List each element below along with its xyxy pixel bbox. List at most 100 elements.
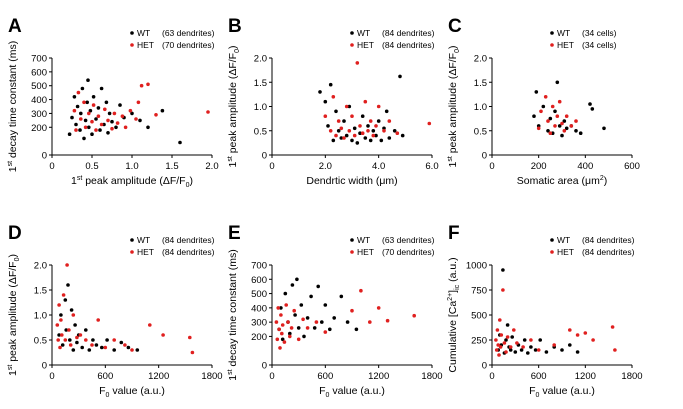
x-tick-label: 600 bbox=[97, 371, 113, 382]
data-point-het bbox=[305, 326, 310, 330]
data-point-wt bbox=[299, 303, 304, 307]
data-point-het bbox=[342, 136, 346, 140]
legend-count-het: (84 dendrites) bbox=[162, 247, 215, 257]
data-point-het bbox=[539, 109, 543, 114]
data-point-het bbox=[499, 333, 504, 337]
data-point-wt bbox=[96, 106, 101, 110]
data-point-wt bbox=[74, 122, 78, 127]
legend-name-wt: WT bbox=[357, 28, 370, 38]
data-point-wt bbox=[560, 348, 564, 352]
data-point-het bbox=[96, 318, 100, 322]
data-point-wt bbox=[146, 125, 150, 130]
legend-marker-het bbox=[550, 43, 554, 47]
data-point-wt bbox=[82, 136, 86, 141]
data-point-het bbox=[123, 343, 127, 347]
data-point-het bbox=[368, 119, 373, 123]
data-point-wt bbox=[358, 131, 362, 135]
data-point-het bbox=[412, 313, 417, 318]
x-tick-label: 600 bbox=[317, 371, 333, 382]
data-point-wt bbox=[575, 350, 580, 354]
data-point-wt bbox=[574, 129, 578, 133]
data-point-het bbox=[583, 331, 588, 335]
data-point-wt bbox=[398, 74, 402, 79]
data-point-het bbox=[84, 338, 88, 342]
data-point-wt bbox=[533, 348, 538, 352]
data-point-het bbox=[67, 328, 71, 332]
y-tick-label: 0.5 bbox=[474, 126, 487, 137]
y-tick-label: 1.5 bbox=[474, 78, 487, 89]
data-point-wt bbox=[320, 320, 324, 324]
data-point-het bbox=[536, 126, 541, 131]
data-point-het bbox=[568, 328, 572, 332]
data-point-wt bbox=[366, 124, 370, 128]
y-tick-label: 400 bbox=[251, 303, 267, 314]
data-point-het bbox=[99, 122, 104, 127]
data-point-wt bbox=[588, 102, 592, 106]
data-point-wt bbox=[160, 108, 165, 113]
data-point-het bbox=[613, 348, 617, 352]
data-point-het bbox=[68, 343, 73, 347]
legend-marker-het bbox=[130, 250, 134, 254]
data-point-wt bbox=[350, 138, 354, 143]
data-point-het bbox=[323, 330, 328, 334]
x-tick-label: 0 bbox=[489, 161, 494, 172]
data-point-wt bbox=[560, 133, 564, 138]
x-tick-label: 0.5 bbox=[85, 161, 98, 172]
data-point-het bbox=[75, 335, 79, 340]
data-point-het bbox=[591, 338, 595, 342]
legend-marker-het bbox=[130, 43, 134, 47]
panel-letter: A bbox=[8, 16, 22, 37]
data-point-wt bbox=[73, 323, 77, 327]
data-point-wt bbox=[91, 95, 96, 99]
data-point-wt bbox=[316, 284, 321, 289]
legend-count-wt: (34 cells) bbox=[582, 28, 617, 38]
data-point-het bbox=[550, 104, 555, 109]
y-axis-title: 1st peak amplitude (ΔF/F0) bbox=[447, 45, 461, 167]
data-point-het bbox=[296, 337, 301, 342]
legend-count-het: (70 dendrites) bbox=[382, 247, 435, 257]
data-point-wt bbox=[384, 109, 389, 114]
data-point-wt bbox=[501, 268, 505, 272]
data-point-het bbox=[90, 119, 94, 124]
data-point-het bbox=[148, 323, 152, 327]
data-point-het bbox=[331, 95, 336, 99]
data-point-wt bbox=[94, 343, 99, 347]
data-point-het bbox=[557, 99, 562, 104]
data-point-wt bbox=[80, 345, 84, 350]
data-point-het bbox=[497, 353, 501, 357]
y-tick-label: 250 bbox=[471, 336, 487, 347]
data-point-het bbox=[494, 338, 498, 342]
legend-count-wt: (84 dendrites) bbox=[382, 28, 435, 38]
data-point-wt bbox=[526, 351, 530, 355]
data-point-het bbox=[57, 303, 61, 307]
y-tick-label: 1000 bbox=[466, 261, 487, 272]
data-point-het bbox=[123, 125, 128, 130]
data-point-het bbox=[284, 303, 289, 307]
data-point-het bbox=[276, 306, 281, 310]
x-tick-label: 600 bbox=[624, 161, 640, 172]
data-point-wt bbox=[347, 104, 352, 109]
data-point-wt bbox=[78, 128, 82, 132]
data-point-wt bbox=[328, 82, 333, 87]
x-tick-label: 0 bbox=[269, 371, 274, 382]
data-point-wt bbox=[72, 95, 77, 99]
data-point-wt bbox=[548, 116, 553, 121]
data-point-het bbox=[59, 318, 63, 322]
y-axis-title: 1st peak amplitude (ΔF/F0) bbox=[7, 254, 21, 376]
data-point-het bbox=[96, 114, 101, 118]
x-tick-label: 600 bbox=[531, 371, 547, 382]
data-point-wt bbox=[305, 316, 310, 320]
legend-count-het: (84 dendrites) bbox=[582, 247, 635, 257]
data-point-wt bbox=[544, 350, 549, 354]
x-axis-title: F0 value (a.u.) bbox=[529, 385, 595, 399]
data-point-wt bbox=[63, 298, 68, 302]
data-point-wt bbox=[318, 90, 322, 94]
data-point-het bbox=[560, 121, 564, 126]
data-point-wt bbox=[112, 348, 116, 352]
data-point-het bbox=[87, 111, 91, 116]
data-point-wt bbox=[360, 114, 365, 118]
data-point-het bbox=[79, 117, 83, 121]
data-point-wt bbox=[135, 348, 140, 352]
data-point-wt bbox=[119, 340, 124, 345]
data-point-het bbox=[495, 328, 500, 332]
